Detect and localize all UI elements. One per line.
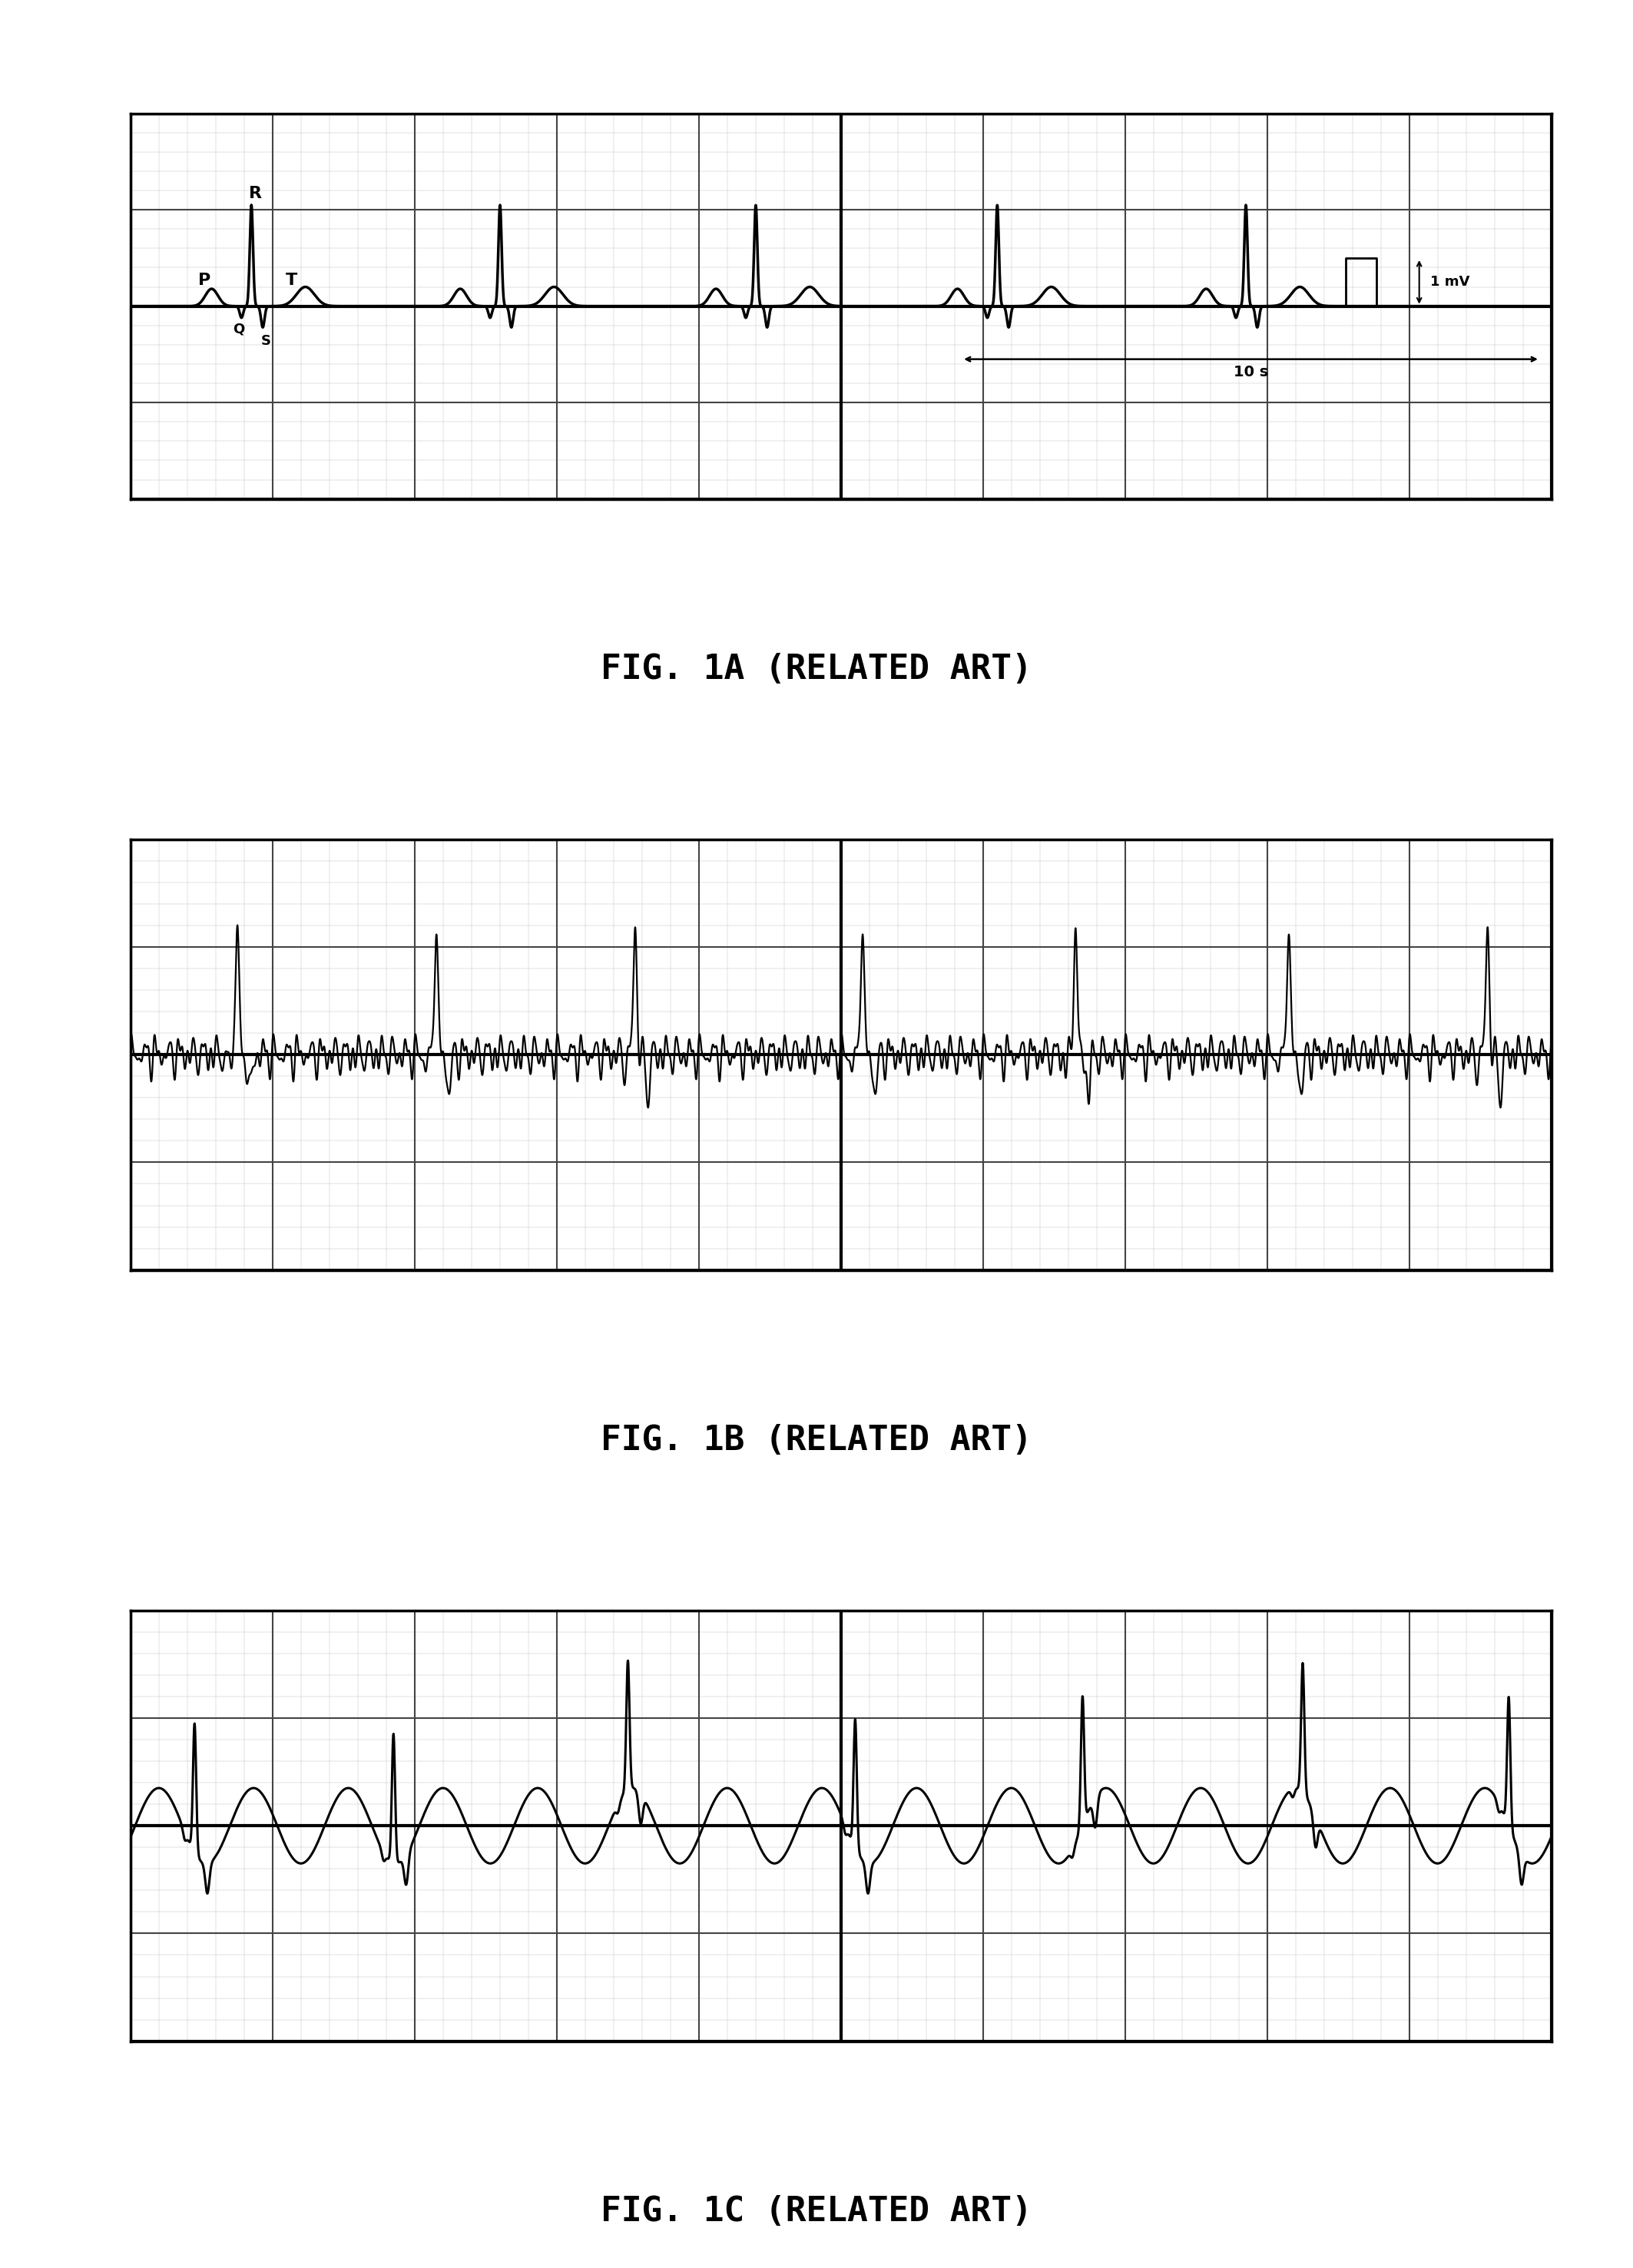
Text: 10 s: 10 s bbox=[1233, 365, 1269, 379]
Text: FIG. 1C (RELATED ART): FIG. 1C (RELATED ART) bbox=[601, 2195, 1032, 2227]
Text: R: R bbox=[250, 186, 263, 202]
Text: P: P bbox=[198, 272, 211, 288]
Text: T: T bbox=[286, 272, 297, 288]
Text: S: S bbox=[261, 333, 271, 347]
Text: 1 mV: 1 mV bbox=[1431, 274, 1470, 288]
Text: FIG. 1A (RELATED ART): FIG. 1A (RELATED ART) bbox=[601, 653, 1032, 685]
Text: FIG. 1B (RELATED ART): FIG. 1B (RELATED ART) bbox=[601, 1424, 1032, 1456]
Text: Q: Q bbox=[234, 322, 245, 336]
